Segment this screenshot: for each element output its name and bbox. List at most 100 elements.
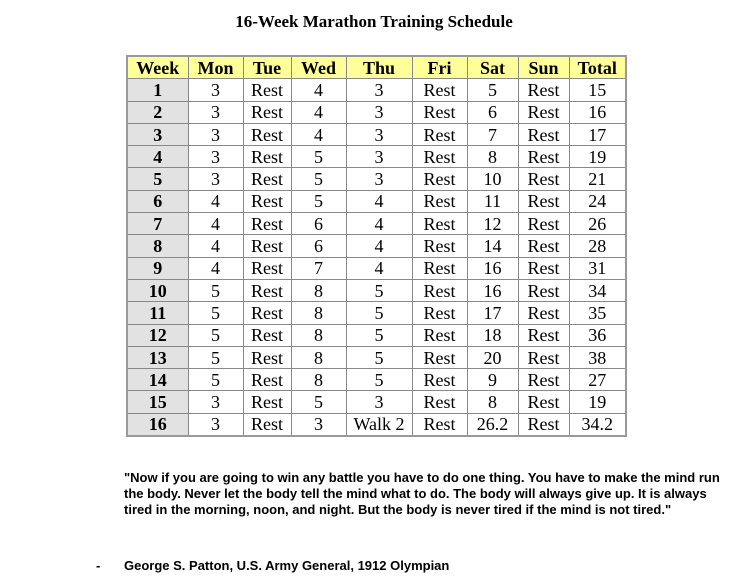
table-cell: Rest [242,234,292,258]
week-cell: 11 [126,301,189,325]
table-cell: 6 [290,234,347,258]
table-cell: 5 [345,345,413,370]
table-cell: Rest [517,78,570,102]
table-cell: 28 [568,234,627,258]
column-header-sat: Sat [466,55,519,80]
table-cell: Rest [517,145,570,169]
table-cell: Rest [242,122,292,147]
table-cell: 8 [290,323,347,347]
table-cell: Rest [411,212,468,236]
column-header-fri: Fri [411,55,468,80]
table-cell: Rest [517,122,570,147]
table-cell: 26.2 [466,412,519,437]
table-row: 13 5 Rest 8 5 Rest 20 Rest 38 [126,345,627,370]
table-cell: Rest [242,278,292,303]
table-cell: 5 [290,189,347,214]
table-cell: Rest [242,100,292,124]
table-cell: 4 [345,189,413,214]
attribution-dash: - [96,558,101,573]
week-cell: 10 [126,278,189,303]
table-row: 11 5 Rest 8 5 Rest 17 Rest 35 [126,301,627,325]
table-cell: Rest [242,189,292,214]
table-cell: 5 [466,78,519,102]
column-header-wed: Wed [290,55,347,80]
table-cell: 21 [568,167,627,191]
table-cell: 4 [345,212,413,236]
table-cell: Rest [242,345,292,370]
table-cell: 9 [466,368,519,392]
table-cell: Rest [517,278,570,303]
table-cell: 8 [290,368,347,392]
table-cell: Rest [411,323,468,347]
table-cell: 17 [466,301,519,325]
table-cell: Rest [411,301,468,325]
table-cell: Rest [411,345,468,370]
table-cell: 11 [466,189,519,214]
table-cell: 5 [345,323,413,347]
table-row: 12 5 Rest 8 5 Rest 18 Rest 36 [126,323,627,347]
table-cell: 3 [187,145,244,169]
table-cell: 15 [568,78,627,102]
table-cell: 3 [345,78,413,102]
table-cell: 4 [187,256,244,280]
table-cell: Rest [411,78,468,102]
table-cell: Rest [242,301,292,325]
table-cell: Rest [242,368,292,392]
table-cell: 5 [187,278,244,303]
table-cell: Rest [517,100,570,124]
table-cell: 4 [290,122,347,147]
table-row: 14 5 Rest 8 5 Rest 9 Rest 27 [126,368,627,392]
table-cell: Rest [411,256,468,280]
table-cell: 3 [290,412,347,437]
table-cell: 8 [290,345,347,370]
table-cell: 5 [345,368,413,392]
week-cell: 3 [126,122,189,147]
table-cell: 3 [187,167,244,191]
table-cell: Rest [242,256,292,280]
table-cell: 18 [466,323,519,347]
table-cell: Rest [242,145,292,169]
week-cell: 9 [126,256,189,280]
table-cell: 5 [290,145,347,169]
table-cell: 8 [466,390,519,414]
week-cell: 1 [126,78,189,102]
quote-text: "Now if you are going to win any battle … [124,470,720,517]
table-cell: 5 [187,368,244,392]
table-cell: 3 [187,412,244,437]
table-cell: 31 [568,256,627,280]
table-cell: 5 [345,301,413,325]
table-row: 6 4 Rest 5 4 Rest 11 Rest 24 [126,189,627,214]
table-row: 7 4 Rest 6 4 Rest 12 Rest 26 [126,212,627,236]
table-cell: Rest [411,122,468,147]
table-cell: Walk 2 [345,412,413,437]
table-cell: Rest [242,390,292,414]
table-row: 8 4 Rest 6 4 Rest 14 Rest 28 [126,234,627,258]
page-title: 16-Week Marathon Training Schedule [235,12,513,31]
table-cell: 3 [345,145,413,169]
table-header-row: Week Mon Tue Wed Thu Fri Sat Sun Total [126,55,627,80]
table-cell: Rest [411,167,468,191]
week-cell: 5 [126,167,189,191]
table-cell: 16 [466,278,519,303]
table-cell: 7 [466,122,519,147]
week-cell: 12 [126,323,189,347]
table-cell: Rest [411,100,468,124]
week-cell: 2 [126,100,189,124]
table-row: 4 3 Rest 5 3 Rest 8 Rest 19 [126,145,627,169]
week-cell: 14 [126,368,189,392]
table-cell: 14 [466,234,519,258]
table-cell: 16 [568,100,627,124]
table-cell: Rest [411,189,468,214]
table-cell: 38 [568,345,627,370]
week-cell: 4 [126,145,189,169]
table-cell: 24 [568,189,627,214]
table-cell: 5 [187,301,244,325]
column-header-thu: Thu [345,55,413,80]
table-cell: Rest [411,390,468,414]
table-row: 1 3 Rest 4 3 Rest 5 Rest 15 [126,78,627,102]
week-cell: 13 [126,345,189,370]
table-cell: Rest [411,412,468,437]
table-cell: Rest [242,412,292,437]
table-cell: 3 [345,390,413,414]
table-cell: 4 [290,78,347,102]
